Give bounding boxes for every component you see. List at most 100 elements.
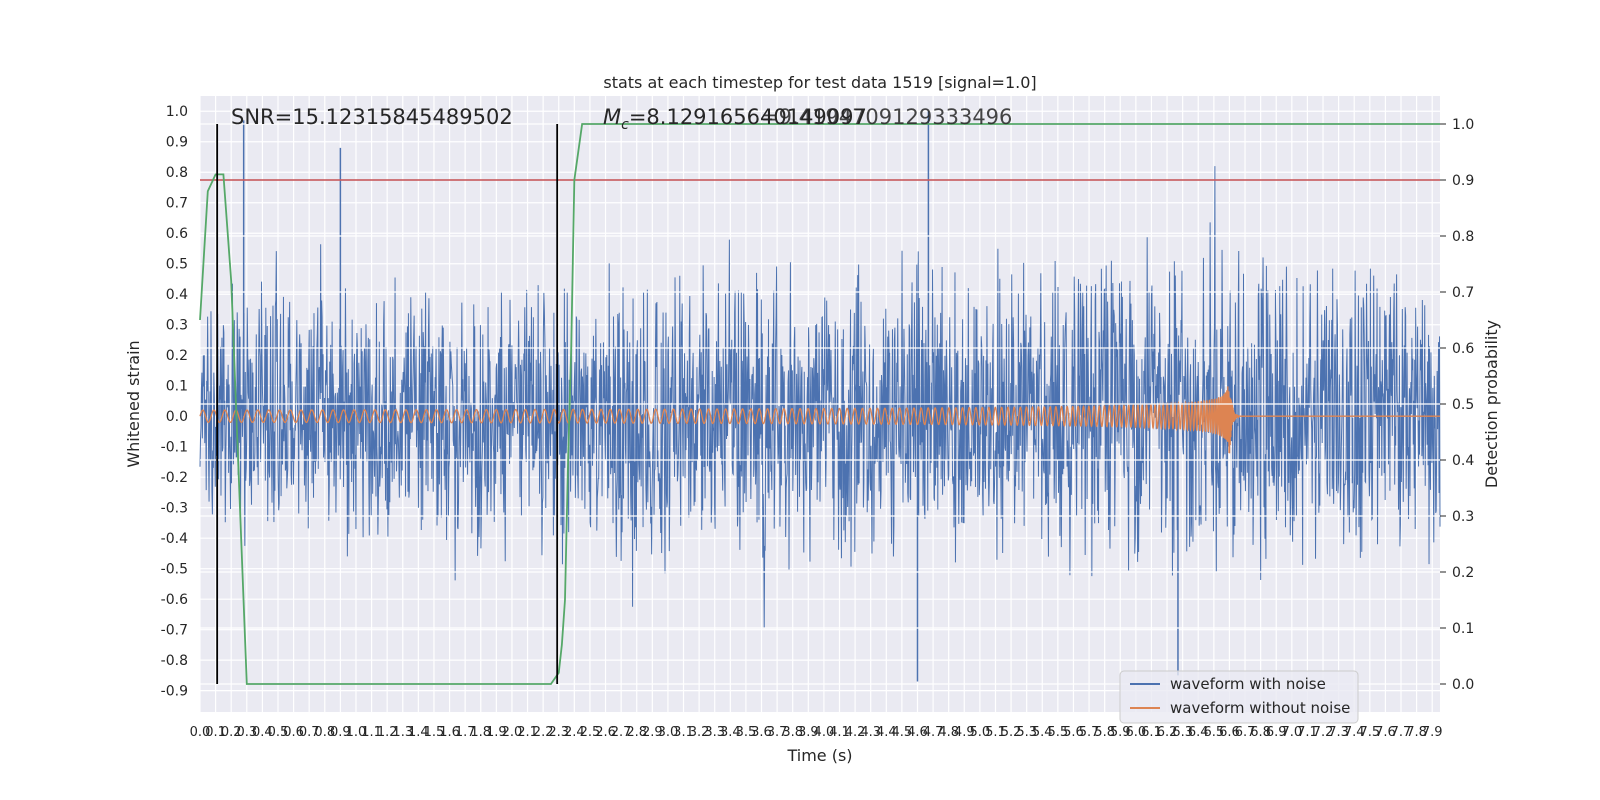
x-tick-label-70: 7.0: [1281, 725, 1302, 740]
x-tick-label-41: 4.1: [829, 725, 850, 740]
y-tick-label-right-8: 0.8: [1452, 229, 1474, 245]
x-tick-label-31: 3.1: [673, 725, 694, 740]
x-tick-label-21: 2.1: [517, 725, 538, 740]
y-tick-label-right-4: 0.4: [1452, 453, 1474, 469]
y-tick-label-left-1: -0.8: [161, 653, 188, 669]
y-tick-label-left-15: 0.6: [166, 226, 188, 242]
y-tick-label-left-0: -0.9: [161, 684, 188, 700]
y-tick-label-left-16: 0.7: [166, 196, 188, 212]
x-tick-label-54: 5.4: [1032, 725, 1053, 740]
annotations: SNR=15.12315845489502 Mc=8.1291656401490…: [231, 105, 1012, 133]
y-tick-label-right-6: 0.6: [1452, 341, 1474, 357]
y-tick-label-left-10: 0.1: [166, 379, 188, 395]
y-tick-label-left-7: -0.2: [161, 470, 188, 486]
y-tick-label-right-10: 1.0: [1452, 117, 1474, 133]
x-tick-label-30: 3.0: [658, 725, 679, 740]
x-tick-label-26: 2.6: [595, 725, 616, 740]
chirp-mass-annotation: Mc=8.129165640149097: [603, 105, 867, 133]
x-tick-label-3: 0.3: [236, 725, 257, 740]
chirp-mass-value: =8.129165640149097: [629, 105, 867, 129]
x-tick-label-62: 6.2: [1157, 725, 1178, 740]
x-tick-label-65: 6.5: [1203, 725, 1224, 740]
x-tick-label-25: 2.5: [580, 725, 601, 740]
x-tick-label-19: 1.9: [486, 725, 507, 740]
waveform-without-noise: [199, 386, 1440, 454]
x-tick-label-79: 7.9: [1422, 725, 1443, 740]
x-tick-label-28: 2.8: [626, 725, 647, 740]
x-tick-label-55: 5.5: [1048, 725, 1069, 740]
y-tick-label-left-2: -0.7: [161, 623, 188, 639]
x-tick-label-2: 0.2: [221, 725, 242, 740]
noise-trace: [199, 166, 1441, 629]
y-tick-label-right-5: 0.5: [1452, 397, 1474, 413]
detection-probability-line: [199, 123, 1440, 685]
x-tick-label-72: 7.2: [1313, 725, 1334, 740]
x-tick-label-16: 1.6: [439, 725, 460, 740]
legend-box: [1119, 670, 1359, 724]
y-tick-label-left-14: 0.5: [166, 257, 188, 273]
y-tick-label-left-13: 0.4: [166, 287, 188, 303]
x-tick-label-13: 1.3: [392, 725, 413, 740]
y-tick-label-left-18: 0.9: [166, 135, 188, 151]
x-tick-label-64: 6.4: [1188, 725, 1209, 740]
y-tick-label-right-3: 0.3: [1452, 509, 1474, 525]
x-tick-label-48: 4.8: [938, 725, 959, 740]
y-tick-label-left-11: 0.2: [166, 348, 188, 364]
x-tick-label-34: 3.4: [720, 725, 741, 740]
x-tick-label-15: 1.5: [424, 725, 445, 740]
x-tick-label-42: 4.2: [845, 725, 866, 740]
x-tick-label-38: 3.8: [782, 725, 803, 740]
x-tick-label-36: 3.6: [751, 725, 772, 740]
y-tick-label-left-17: 0.8: [166, 165, 188, 181]
x-tick-label-12: 1.2: [377, 725, 398, 740]
y-axis-label-right: Detection probability: [1482, 320, 1501, 488]
chart-title: stats at each timestep for test data 151…: [603, 73, 1036, 92]
legend-label-clean: waveform without noise: [1170, 699, 1350, 717]
x-tick-label-32: 3.2: [689, 725, 710, 740]
x-tick-label-10: 1.0: [346, 725, 367, 740]
x-tick-label-5: 0.5: [268, 725, 289, 740]
x-axis-label: Time (s): [786, 746, 852, 765]
x-tick-label-73: 7.3: [1328, 725, 1349, 740]
x-tick-label-46: 4.6: [907, 725, 928, 740]
y-tick-label-left-9: 0.0: [166, 409, 188, 425]
x-tick-label-52: 5.2: [1001, 725, 1022, 740]
x-tick-label-1: 0.1: [205, 725, 226, 740]
x-tick-label-47: 4.7: [923, 725, 944, 740]
x-tick-label-6: 0.6: [283, 725, 304, 740]
x-tick-label-69: 6.9: [1266, 725, 1287, 740]
x-tick-label-50: 5.0: [970, 725, 991, 740]
x-tick-label-14: 1.4: [408, 725, 429, 740]
x-tick-label-71: 7.1: [1297, 725, 1318, 740]
x-tick-label-59: 5.9: [1110, 725, 1131, 740]
x-tick-label-40: 4.0: [814, 725, 835, 740]
x-tick-label-58: 5.8: [1094, 725, 1115, 740]
y-tick-label-left-19: 1.0: [166, 104, 188, 120]
x-tick-label-56: 5.6: [1063, 725, 1084, 740]
x-tick-label-57: 5.7: [1079, 725, 1100, 740]
x-tick-label-22: 2.2: [533, 725, 554, 740]
x-tick-label-20: 2.0: [502, 725, 523, 740]
y-tick-label-left-4: -0.5: [161, 562, 188, 578]
y-tick-label-right-2: 0.2: [1452, 565, 1474, 581]
x-tick-label-33: 3.3: [704, 725, 725, 740]
chirp-mass-symbol: M: [603, 105, 621, 129]
x-ticks: 0.00.10.20.30.40.50.60.70.80.91.01.11.21…: [190, 725, 1443, 740]
x-tick-label-51: 5.1: [985, 725, 1006, 740]
x-tick-label-61: 6.1: [1141, 725, 1162, 740]
x-tick-label-45: 4.5: [892, 725, 913, 740]
x-tick-label-63: 6.3: [1172, 725, 1193, 740]
clean-trace: [199, 386, 1440, 454]
x-tick-label-60: 6.0: [1126, 725, 1147, 740]
y-ticks-right: 0.0 0.1 0.2 0.3 0.4 0.5 0.6 0.7 0.8 0.9 1.0: [1440, 117, 1474, 693]
x-tick-label-67: 6.7: [1235, 725, 1256, 740]
x-tick-label-18: 1.8: [470, 725, 491, 740]
chirp-mass-subscript: c: [621, 117, 629, 133]
x-tick-label-78: 7.8: [1406, 725, 1427, 740]
y-tick-label-right-9: 0.9: [1452, 173, 1474, 189]
x-tick-label-75: 7.5: [1359, 725, 1380, 740]
x-tick-label-9: 0.9: [330, 725, 351, 740]
x-tick-label-53: 5.3: [1016, 725, 1037, 740]
probability-trace: [199, 123, 1440, 685]
x-tick-label-7: 0.7: [299, 725, 320, 740]
